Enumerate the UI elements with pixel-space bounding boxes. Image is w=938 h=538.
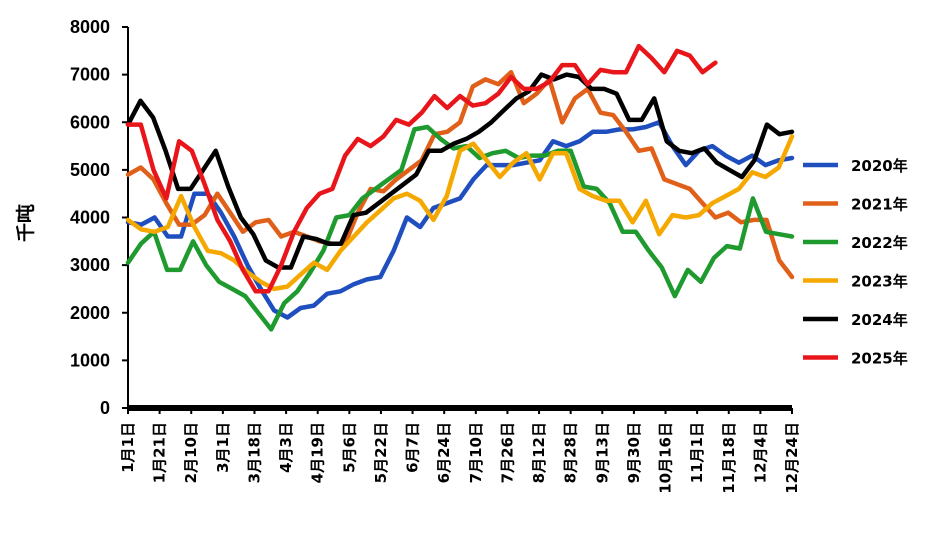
x-tick-label: 5月6日 <box>340 422 358 473</box>
legend-label: 2024年 <box>851 311 908 329</box>
x-tick-label: 4月19日 <box>309 422 327 483</box>
legend-label: 2022年 <box>851 234 908 252</box>
legend-label: 2020年 <box>851 157 908 175</box>
y-tick-label: 7000 <box>70 65 110 85</box>
y-tick-label: 2000 <box>70 303 110 323</box>
x-tick-label: 12月24日 <box>783 422 801 494</box>
y-axis: 0 1000 2000 3000 4000 5000 6000 7000 8000 <box>70 17 129 418</box>
series-line-1 <box>125 120 795 320</box>
legend-label: 2021年 <box>851 196 908 214</box>
y-tick-label: 8000 <box>70 17 110 37</box>
x-axis-line <box>128 405 792 411</box>
legend-label: 2025年 <box>851 350 908 368</box>
y-tick-label: 4000 <box>70 208 110 228</box>
x-axis: 1月1日 1月21日 2月10日 3月1日 3月18日 4月3日 4月19日 5月6日 5月22… <box>119 405 801 494</box>
x-tick-label: 2月10日 <box>182 422 200 483</box>
series-line-5 <box>125 72 795 270</box>
x-tick-label: 3月1日 <box>214 422 232 473</box>
x-tick-label: 1月1日 <box>119 422 137 473</box>
y-tick-label: 0 <box>100 398 110 418</box>
x-tick-label: 8月12日 <box>530 422 548 483</box>
x-tick-label: 11月1日 <box>688 422 706 483</box>
x-tick-label: 7月26日 <box>498 422 516 483</box>
x-tick-label: 5月22日 <box>372 422 390 483</box>
x-tick-label: 6月24日 <box>435 422 453 483</box>
x-tick-label: 9月30日 <box>625 422 643 483</box>
x-tick-label: 6月7日 <box>404 422 422 473</box>
x-tick-label: 3月18日 <box>245 422 263 483</box>
y-tick-label: 1000 <box>70 350 110 370</box>
series-line-6 <box>125 43 718 294</box>
x-tick-label: 4月3日 <box>277 422 295 473</box>
x-tick-label: 11月18日 <box>720 422 738 494</box>
legend-label: 2023年 <box>851 273 908 291</box>
y-tick-label: 3000 <box>70 255 110 275</box>
y-axis-label: 千吨 <box>14 204 37 242</box>
x-tick-label: 8月28日 <box>562 422 580 483</box>
x-tick-label: 7月10日 <box>467 422 485 483</box>
y-tick-label: 5000 <box>70 160 110 180</box>
x-tick-label: 12月4日 <box>751 422 769 483</box>
series-line-3 <box>125 124 795 332</box>
x-tick-label: 1月21日 <box>151 422 169 483</box>
series-line-2 <box>125 69 795 280</box>
legend: 2020年 2021年 2022年 2023年 2024年 2025年 <box>803 157 908 368</box>
x-tick-label: 9月13日 <box>593 422 611 483</box>
x-tick-label: 10月16日 <box>657 422 675 494</box>
y-tick-label: 6000 <box>70 112 110 132</box>
plot-lines <box>125 43 795 332</box>
